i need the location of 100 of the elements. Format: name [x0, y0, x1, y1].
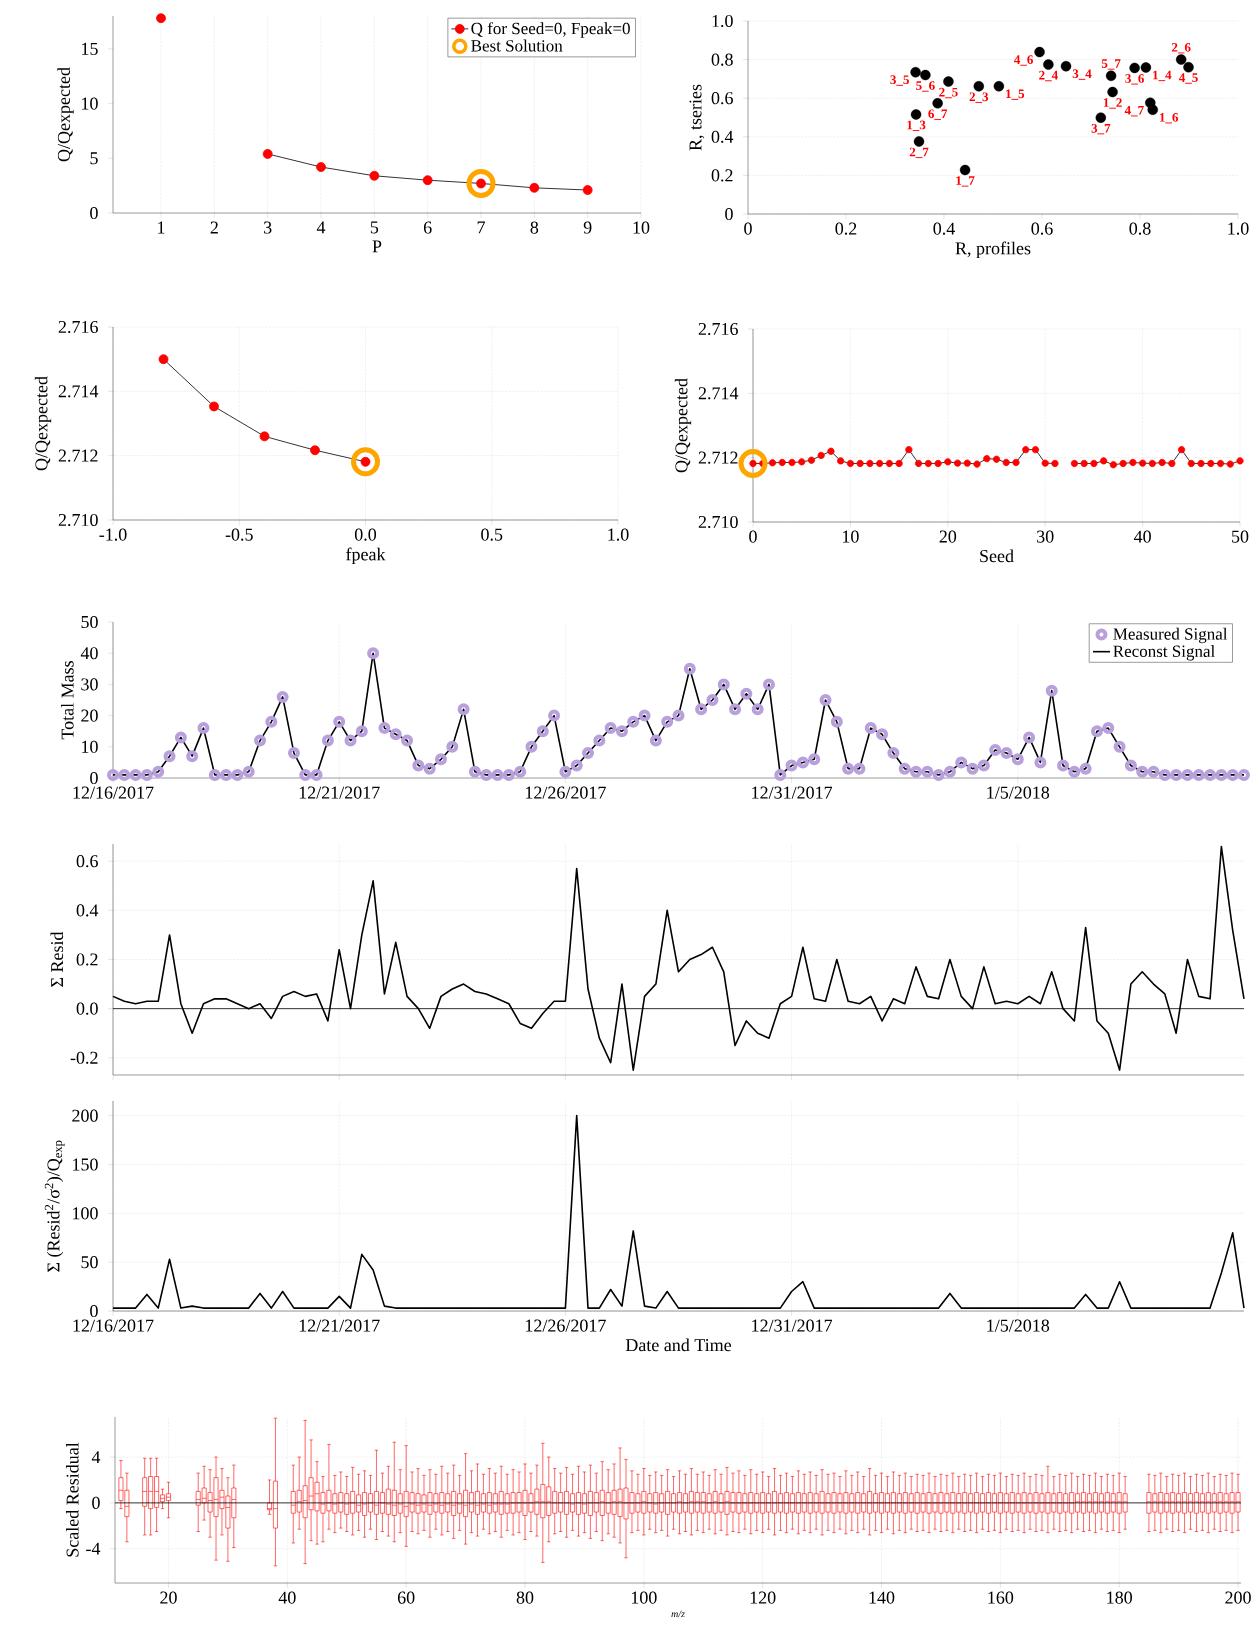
- y-tick-label: 2.710: [58, 513, 98, 527]
- point: [262, 149, 273, 159]
- data-label: 4_6: [1014, 55, 1033, 66]
- y-tick-label: 0.4: [711, 130, 734, 143]
- y-tick-label: 2.712: [698, 451, 738, 464]
- y-tick-label: 30: [81, 678, 98, 691]
- y-tick-label: 0: [725, 207, 733, 221]
- y-tick-label: 0.2: [711, 169, 733, 182]
- point: [1226, 460, 1234, 468]
- x-tick-label: 0.4: [933, 222, 955, 235]
- x-axis-title: P: [372, 240, 382, 253]
- point: [1095, 112, 1107, 123]
- point: [1031, 446, 1040, 454]
- x-tick-label: 120: [750, 1591, 776, 1604]
- data-label: 2_3: [969, 92, 989, 103]
- point: [209, 401, 219, 412]
- y-tick-label: 200: [72, 1109, 98, 1122]
- data-label: 5_6: [916, 81, 935, 92]
- y-tick-label: 0.6: [711, 92, 733, 105]
- point: [788, 458, 796, 467]
- x-tick-label: 160: [988, 1591, 1014, 1604]
- point: [943, 76, 954, 87]
- x-tick-label: 4: [316, 221, 326, 234]
- point: [1109, 461, 1117, 469]
- x-tick-label: 200: [1225, 1591, 1251, 1604]
- y-tick-label: 0.6: [76, 855, 98, 868]
- data-label: 3_5: [890, 75, 909, 86]
- x-tick-label: 140: [869, 1591, 895, 1604]
- x-tick-label: 6: [423, 221, 432, 234]
- y-axis-title: R, tseries: [689, 84, 705, 151]
- data-label: 3_7: [1091, 123, 1111, 135]
- point: [1187, 459, 1195, 468]
- x-axis-title: fpeak: [346, 547, 386, 565]
- x-axis-title: m/z: [671, 1610, 685, 1618]
- y-tick-label: 50: [81, 615, 98, 629]
- x-tick-label: 0: [749, 530, 757, 543]
- x-tick-label: 1/5/2018: [987, 786, 1050, 799]
- point: [1100, 457, 1108, 465]
- point: [158, 354, 169, 365]
- point: [259, 431, 270, 442]
- x-tick-label: 1.0: [1228, 222, 1249, 235]
- x-tick-label: 0.6: [1031, 222, 1053, 235]
- data-label: 4_7: [1124, 106, 1144, 117]
- point: [959, 164, 971, 176]
- point: [953, 459, 962, 467]
- y-tick-label: -4: [86, 1542, 101, 1555]
- y-tick-label: 2.710: [698, 515, 738, 529]
- point: [1175, 54, 1187, 65]
- y-tick-label: 10: [82, 740, 98, 753]
- x-tick-label: 40: [278, 1591, 296, 1604]
- legend-label: Q for Seed=0, Fpeak=0: [471, 22, 630, 38]
- x-tick-label: 10: [842, 530, 859, 543]
- point: [466, 168, 496, 198]
- point: [310, 445, 320, 456]
- point: [1051, 459, 1059, 468]
- point: [817, 451, 825, 460]
- point: [1002, 458, 1010, 467]
- point: [778, 458, 786, 467]
- point: [905, 446, 913, 454]
- y-tick-label: 5: [90, 152, 98, 165]
- data-label: 1_3: [907, 120, 926, 132]
- point: [837, 457, 845, 465]
- x-tick-label: 12/26/2017: [525, 1319, 606, 1332]
- point: [1080, 459, 1088, 468]
- point: [1060, 60, 1072, 72]
- y-tick-label: 2.716: [698, 322, 738, 336]
- x-tick-label: 20: [939, 530, 957, 543]
- x-tick-label: 9: [583, 221, 592, 234]
- point: [914, 459, 923, 468]
- point: [582, 185, 593, 195]
- x-tick-label: 12/31/2017: [752, 1319, 833, 1332]
- point: [156, 13, 166, 24]
- data-label: 1_4: [1153, 70, 1172, 82]
- y-axis-title: Σ (Resid$^{2}$/σ$^{2}$)/Q$_{exp}$: [44, 1140, 65, 1272]
- x-tick-label: 20: [160, 1591, 177, 1604]
- x-tick-label: 12/16/2017: [73, 1319, 154, 1332]
- x-tick-label: 100: [631, 1591, 657, 1604]
- data-label: 1_6: [1160, 112, 1179, 124]
- y-tick-label: 0.4: [76, 904, 99, 917]
- y-tick-label: 0.0: [76, 1002, 98, 1015]
- x-tick-label: 30: [1037, 530, 1054, 543]
- x-tick-label: 0.0: [354, 528, 377, 541]
- point: [1105, 70, 1117, 82]
- point: [1139, 459, 1147, 467]
- point: [856, 459, 864, 468]
- y-tick-label: 150: [73, 1158, 98, 1171]
- y-tick-label: 0: [90, 206, 98, 220]
- x-tick-label: 12/31/2017: [752, 786, 833, 799]
- point: [993, 81, 1005, 92]
- point: [1119, 459, 1127, 468]
- x-tick-label: 1/5/2018: [987, 1319, 1050, 1332]
- data-label: 1_2: [1103, 98, 1122, 109]
- x-tick-label: 7: [477, 221, 485, 234]
- point: [1236, 457, 1244, 465]
- data-label: 6_7: [928, 109, 948, 120]
- y-tick-label: 0: [90, 1304, 98, 1318]
- point: [876, 459, 884, 468]
- point: [1148, 459, 1156, 468]
- point: [846, 459, 855, 468]
- data-label: 4_5: [1178, 73, 1198, 84]
